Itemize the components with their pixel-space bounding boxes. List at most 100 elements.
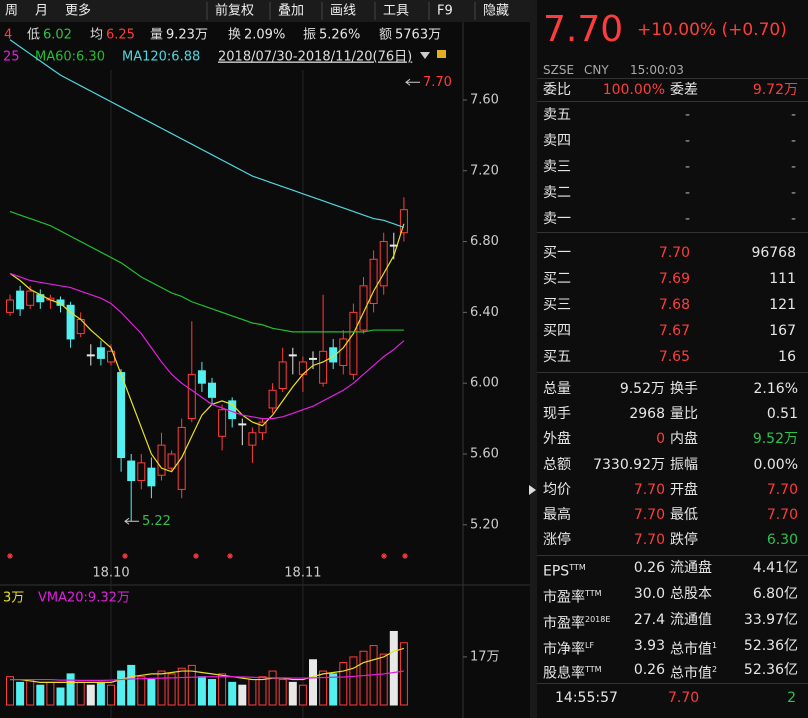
fundamental-label: 总市值1 [670, 637, 717, 659]
candle-body [218, 409, 227, 437]
fundamental-value: 4.41亿 [752, 560, 798, 576]
order-ratio-label: 委比 [543, 82, 571, 98]
label-text: 市盈率 [543, 615, 585, 632]
volume-bar [349, 656, 358, 706]
toolbar-button[interactable]: 工具 [383, 4, 409, 19]
fundamental-label: 市盈率TTM [543, 585, 602, 607]
last-price: 7.70 [543, 9, 624, 50]
fundamental-label: 总市值2 [670, 661, 717, 683]
info-value: 5.26% [319, 28, 360, 43]
event-marker[interactable] [193, 553, 199, 559]
candle-body [137, 462, 146, 482]
divider [537, 555, 808, 556]
label-sup: TTM [569, 563, 586, 572]
fundamental-label: 流通盘 [670, 559, 712, 577]
book-level: 买二 [543, 271, 571, 287]
event-marker[interactable] [122, 553, 128, 559]
book-price: 7.70 [658, 245, 690, 261]
toolbar-button[interactable]: 隐藏 [483, 4, 509, 19]
order-ratio-value: 100.00% [602, 82, 665, 98]
candle-body [26, 290, 35, 306]
ma-line [9, 39, 405, 228]
label-sup: 2 [712, 665, 718, 674]
tick-price: 7.70 [668, 690, 700, 706]
volume-bar [288, 681, 297, 706]
collapse-arrow[interactable] [529, 485, 536, 495]
fundamental-value: 6.80亿 [752, 586, 798, 602]
candle-body [258, 421, 267, 434]
book-level: 卖四 [543, 133, 571, 149]
stat-value: 0.00% [753, 456, 798, 473]
candle-body [187, 373, 196, 420]
volume-bar [339, 662, 348, 706]
candle-body [117, 372, 126, 459]
info-label: 量 [150, 28, 163, 43]
stat-label: 开盘 [670, 481, 698, 498]
label-sup: TTM [585, 665, 602, 674]
label-text: 总市值 [670, 665, 712, 682]
lock-icon[interactable] [437, 50, 446, 58]
range-dropdown[interactable] [420, 52, 430, 59]
event-marker[interactable] [402, 553, 408, 559]
volume-bar [6, 676, 14, 706]
volume-bar [309, 659, 317, 706]
stat-label: 均价 [543, 481, 571, 498]
toolbar-button[interactable]: 画线 [330, 4, 356, 19]
book-volume: - [790, 185, 796, 201]
book-volume: - [790, 107, 796, 123]
x-tick-label: 18.10 [92, 566, 129, 581]
vma-line [10, 670, 404, 681]
toolbar-button[interactable]: 月 [35, 4, 48, 19]
candle-body [309, 357, 317, 360]
event-marker[interactable] [7, 553, 13, 559]
volume-bar [66, 673, 75, 706]
y-tick-label: 7.20 [470, 163, 499, 178]
book-price: 7.69 [658, 271, 690, 287]
stat-label: 总额 [543, 456, 571, 473]
toolbar-button[interactable]: F9 [437, 4, 453, 19]
volume-bar [379, 653, 388, 706]
volume-bar [389, 630, 398, 706]
fundamental-value: 52.36亿 [743, 638, 798, 654]
book-volume: 121 [769, 297, 796, 313]
annotation-label: 7.70 [423, 75, 452, 90]
date-range[interactable]: 2018/07/30-2018/11/20(76日) [218, 50, 412, 65]
candle-body [86, 354, 95, 357]
annotation-arrow [124, 517, 139, 525]
candle-body [16, 290, 25, 310]
label-text: 股息率 [543, 665, 585, 682]
candle-body [248, 432, 257, 446]
volume-bar [278, 679, 287, 706]
legend-entry: MA120:6.88 [122, 50, 200, 65]
toolbar-button[interactable]: 前复权 [215, 3, 254, 19]
y-tick-label: 5.60 [470, 446, 499, 461]
toolbar-button[interactable]: 更多 [65, 3, 91, 19]
volume-bar [228, 681, 237, 706]
stat-label: 换手 [670, 381, 698, 397]
fundamental-label: 流通值 [670, 611, 712, 629]
y-tick-label: 7.60 [470, 92, 499, 107]
splitter[interactable] [530, 0, 537, 718]
stat-value: 7.70 [633, 507, 665, 523]
label-text: 总股本 [670, 586, 712, 602]
fundamental-label: 股息率TTM [543, 661, 602, 683]
book-price: 7.68 [658, 297, 690, 313]
event-marker[interactable] [381, 553, 387, 559]
toolbar-button[interactable]: 周 [5, 4, 18, 19]
ma-line [9, 210, 404, 333]
toolbar-button[interactable]: 叠加 [278, 4, 304, 19]
candle-body [339, 338, 348, 366]
book-price: 7.67 [658, 323, 690, 339]
info-label: 低 [27, 28, 40, 43]
fundamental-value: 33.97亿 [743, 612, 798, 628]
candle-body [359, 285, 368, 331]
volume-legend: VMA20:9.32万 [38, 591, 130, 606]
fundamental-value: 52.36亿 [743, 662, 798, 678]
label-text: EPS [543, 563, 570, 580]
stat-value: 9.52万 [619, 381, 665, 397]
candle-body [329, 347, 338, 363]
currency: CNY [584, 63, 609, 77]
volume-bar [46, 681, 55, 706]
event-marker[interactable] [227, 553, 233, 559]
order-ratio-value: 9.72万 [752, 82, 798, 98]
